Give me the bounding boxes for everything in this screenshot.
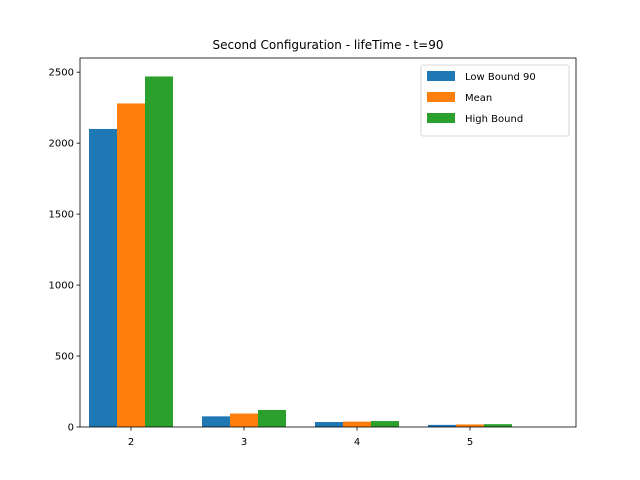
y-tick-label: 500 bbox=[55, 352, 74, 363]
bar-mean-5 bbox=[456, 424, 484, 427]
y-tick-label: 0 bbox=[68, 423, 74, 434]
chart-title: Second Configuration - lifeTime - t=90 bbox=[213, 38, 444, 52]
bar-low-bound-90-4 bbox=[315, 422, 343, 427]
legend-swatch bbox=[427, 71, 455, 81]
bar-low-bound-90-5 bbox=[428, 424, 456, 427]
bar-high-bound-3 bbox=[258, 409, 286, 427]
y-tick-label: 1500 bbox=[49, 210, 74, 221]
x-tick-label: 3 bbox=[241, 437, 247, 448]
legend-label: Mean bbox=[465, 93, 492, 104]
bars-group bbox=[89, 76, 512, 428]
y-axis: 0 500 1000 1500 2000 2500 bbox=[49, 68, 80, 434]
legend: Low Bound 90 Mean High Bound bbox=[420, 64, 570, 137]
bar-high-bound-4 bbox=[371, 421, 399, 427]
bar-mean-4 bbox=[343, 421, 371, 427]
x-axis: 2 3 4 5 bbox=[128, 427, 473, 448]
x-tick-label: 5 bbox=[467, 437, 473, 448]
bar-low-bound-90-3 bbox=[202, 416, 230, 427]
legend-box bbox=[420, 64, 570, 137]
x-tick-label: 2 bbox=[128, 437, 134, 448]
legend-swatch bbox=[427, 92, 455, 102]
legend-label: Low Bound 90 bbox=[465, 72, 536, 83]
y-tick-label: 1000 bbox=[49, 281, 74, 292]
bar-low-bound-90-2 bbox=[89, 128, 117, 427]
bar-high-bound-2 bbox=[145, 76, 173, 427]
legend-label: High Bound bbox=[465, 114, 523, 125]
x-tick-label: 4 bbox=[354, 437, 360, 448]
bar-mean-2 bbox=[117, 103, 145, 428]
plot-frame bbox=[79, 57, 577, 428]
legend-swatch bbox=[427, 113, 455, 123]
bar-high-bound-5 bbox=[484, 424, 512, 427]
bar-mean-3 bbox=[230, 413, 258, 427]
y-tick-label: 2000 bbox=[49, 139, 74, 150]
y-tick-label: 2500 bbox=[49, 68, 74, 79]
